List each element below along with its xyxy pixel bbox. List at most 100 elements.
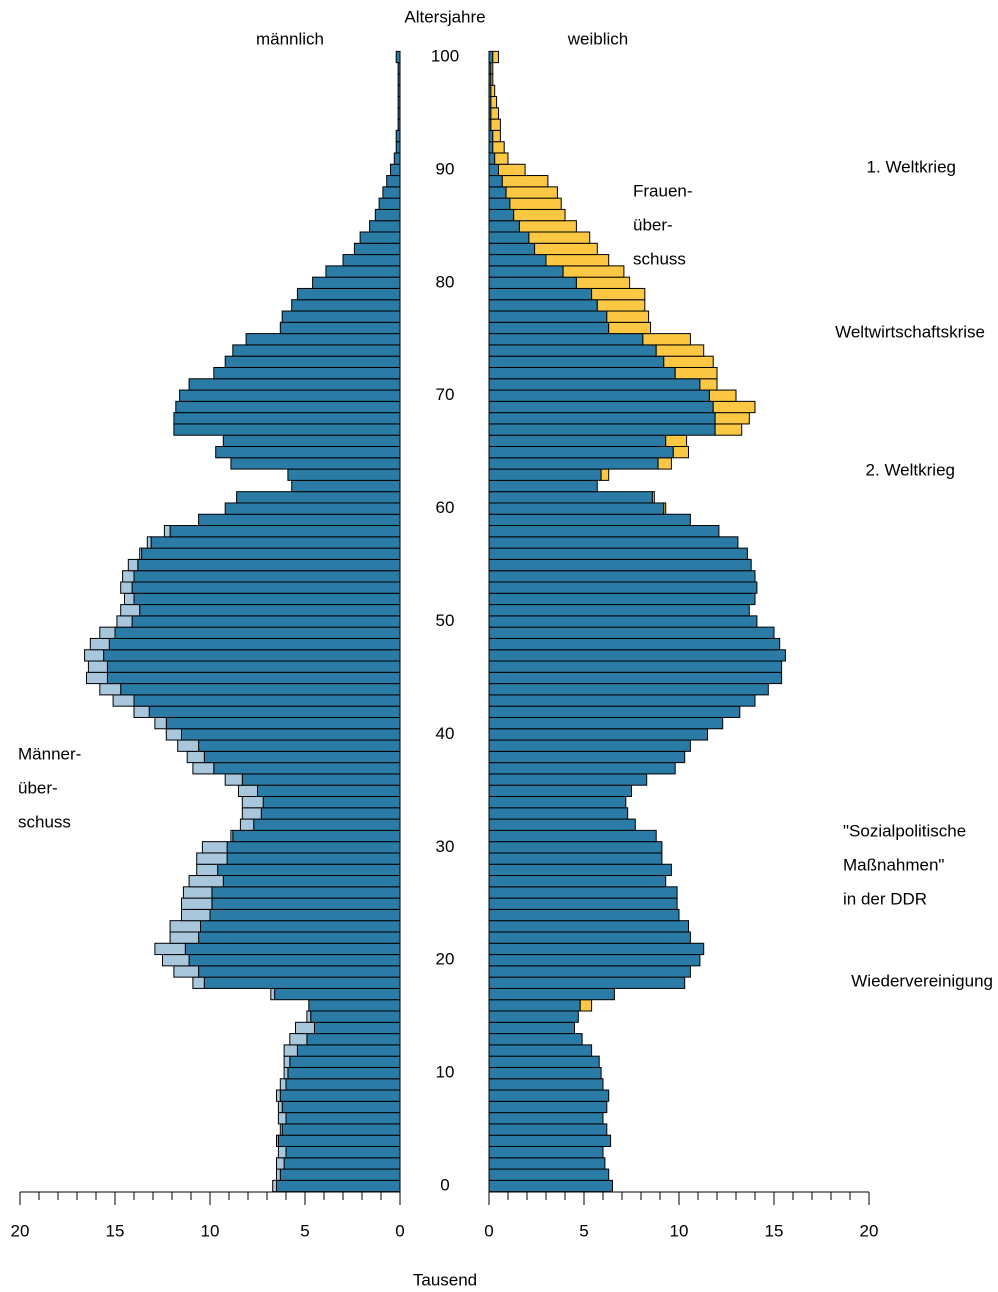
bar bbox=[488, 807, 629, 820]
bar bbox=[488, 321, 610, 335]
bar bbox=[488, 739, 691, 752]
bar bbox=[488, 265, 564, 278]
bar bbox=[287, 468, 401, 481]
bar bbox=[488, 1179, 613, 1193]
excess-bar bbox=[139, 547, 143, 560]
annotation: Weltwirtschaftskrise bbox=[835, 322, 985, 341]
annotation: Wiedervereinigung bbox=[851, 971, 993, 990]
excess-bar bbox=[146, 536, 152, 549]
excess-bar bbox=[663, 355, 714, 368]
y-tick-label: 70 bbox=[436, 385, 455, 404]
excess-bar bbox=[154, 942, 186, 956]
bar bbox=[108, 637, 401, 651]
bar bbox=[369, 220, 401, 233]
bar bbox=[488, 581, 758, 594]
excess-bar bbox=[608, 321, 652, 335]
annotation: Maßnahmen" bbox=[843, 855, 944, 874]
excess-bar bbox=[283, 1066, 289, 1080]
bar bbox=[291, 299, 401, 312]
excess-bar bbox=[84, 649, 105, 662]
bar bbox=[173, 412, 401, 425]
excess-bar bbox=[655, 344, 705, 357]
annotation: schuss bbox=[18, 812, 71, 831]
excess-bar bbox=[505, 186, 558, 199]
bar bbox=[279, 1168, 401, 1181]
bar bbox=[488, 705, 741, 718]
bar bbox=[325, 265, 401, 278]
right-side-label: weiblich bbox=[567, 29, 628, 48]
bar bbox=[488, 1100, 608, 1114]
bar bbox=[488, 468, 602, 481]
bar bbox=[276, 1179, 401, 1193]
excess-bar bbox=[169, 931, 200, 944]
bar bbox=[488, 412, 716, 425]
annotation: 2. Weltkrieg bbox=[866, 460, 955, 479]
bar bbox=[488, 446, 674, 459]
bar bbox=[488, 299, 598, 312]
bar bbox=[488, 536, 739, 549]
bar bbox=[213, 762, 401, 775]
excess-bar bbox=[89, 637, 110, 651]
bar bbox=[488, 931, 691, 944]
bar bbox=[488, 1112, 604, 1125]
bar bbox=[488, 750, 686, 764]
excess-bar bbox=[528, 231, 591, 244]
excess-bar bbox=[241, 807, 262, 820]
bar bbox=[232, 829, 401, 843]
excess-bar bbox=[279, 1078, 287, 1091]
excess-bar bbox=[283, 1055, 291, 1068]
bar bbox=[488, 795, 627, 809]
bar bbox=[310, 1010, 401, 1023]
bar bbox=[209, 908, 401, 922]
bar bbox=[103, 649, 401, 662]
bar bbox=[488, 310, 608, 323]
bar bbox=[150, 536, 401, 549]
excess-bar bbox=[162, 954, 190, 967]
bar bbox=[397, 118, 401, 131]
bar bbox=[106, 671, 401, 685]
excess-bar bbox=[672, 446, 689, 459]
bar bbox=[395, 50, 401, 64]
excess-bar bbox=[230, 829, 234, 843]
bar bbox=[137, 558, 401, 572]
bar bbox=[488, 976, 686, 989]
annotation: Männer- bbox=[18, 744, 81, 763]
excess-bar bbox=[492, 129, 501, 143]
bar bbox=[245, 333, 401, 346]
bar bbox=[281, 1100, 401, 1114]
bar bbox=[386, 175, 401, 188]
excess-bar bbox=[596, 299, 646, 312]
bar bbox=[488, 525, 720, 538]
excess-bar bbox=[277, 1145, 287, 1159]
bar bbox=[488, 773, 648, 786]
bar bbox=[279, 1089, 401, 1102]
bar bbox=[395, 129, 401, 143]
annotation: 1. Weltkrieg bbox=[867, 157, 956, 176]
bar bbox=[213, 366, 401, 380]
bar bbox=[188, 378, 401, 391]
excess-bar bbox=[120, 604, 141, 617]
bar bbox=[131, 581, 401, 594]
bar bbox=[224, 502, 401, 515]
bar bbox=[488, 389, 710, 402]
x-tick-label: 20 bbox=[860, 1221, 879, 1240]
bar bbox=[488, 50, 494, 64]
bar bbox=[488, 660, 783, 673]
bar bbox=[488, 152, 496, 165]
bar bbox=[393, 152, 401, 165]
excess-bar bbox=[99, 626, 116, 639]
bar bbox=[488, 1123, 608, 1136]
bar bbox=[179, 389, 401, 402]
bar bbox=[488, 1089, 610, 1102]
bar bbox=[488, 615, 758, 628]
bar bbox=[488, 987, 615, 1001]
bar bbox=[217, 863, 401, 877]
bar bbox=[488, 965, 691, 978]
bar bbox=[139, 604, 401, 617]
excess-bar bbox=[490, 62, 494, 75]
bar bbox=[285, 1145, 401, 1159]
bar bbox=[133, 694, 401, 707]
bar bbox=[241, 773, 401, 786]
excess-bar bbox=[665, 434, 688, 448]
